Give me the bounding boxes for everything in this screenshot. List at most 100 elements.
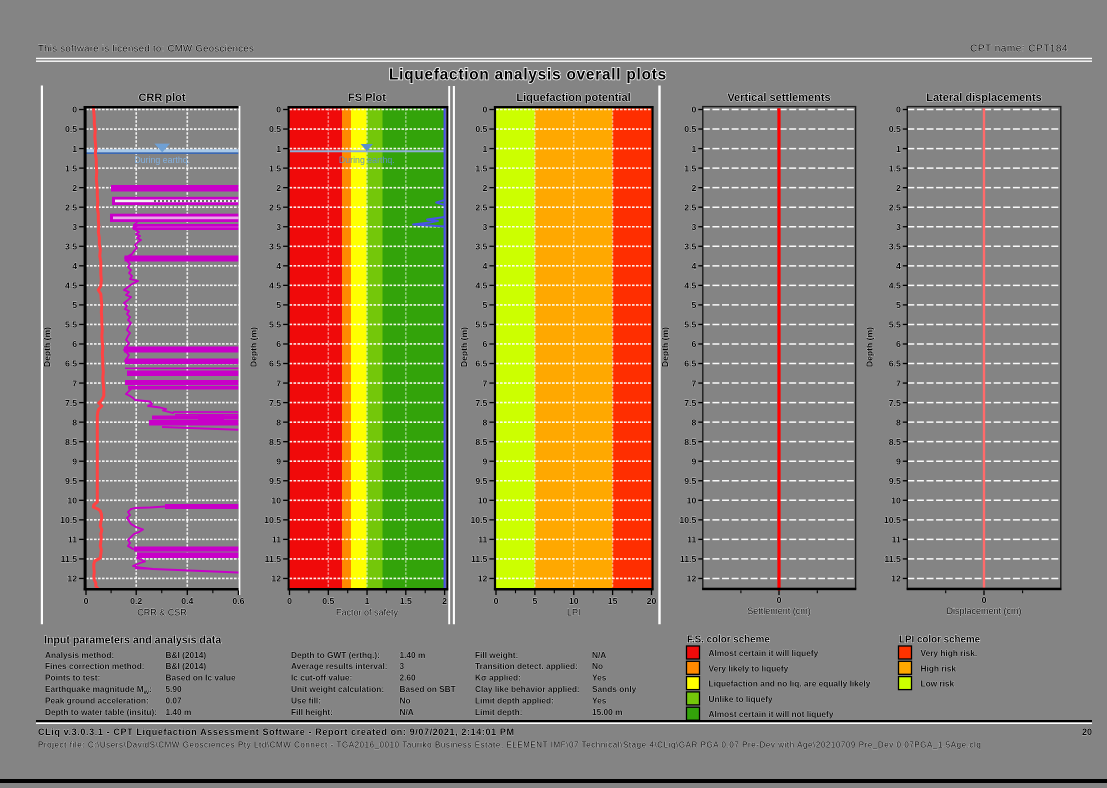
- svg-text:6: 6: [276, 339, 281, 349]
- svg-text:12: 12: [271, 574, 281, 584]
- svg-text:Settlement (cm): Settlement (cm): [747, 606, 811, 616]
- svg-text:2.60: 2.60: [400, 673, 417, 683]
- svg-text:8.5: 8.5: [889, 437, 901, 447]
- svg-text:6.5: 6.5: [684, 359, 696, 369]
- svg-text:Clay like behavior applied:: Clay like behavior applied:: [475, 684, 580, 694]
- svg-text:11: 11: [68, 535, 77, 545]
- svg-text:CRR & CSR: CRR & CSR: [137, 608, 187, 618]
- svg-text:0: 0: [84, 596, 89, 606]
- svg-text:1.5: 1.5: [684, 163, 696, 173]
- svg-text:1.5: 1.5: [889, 163, 901, 173]
- svg-text:Yes: Yes: [592, 673, 607, 683]
- svg-text:10: 10: [569, 596, 579, 606]
- svg-text:9.5: 9.5: [269, 476, 281, 486]
- svg-text:10: 10: [891, 496, 901, 506]
- svg-text:FS Plot: FS Plot: [348, 92, 386, 104]
- svg-text:6: 6: [896, 339, 901, 349]
- svg-text:7.5: 7.5: [65, 398, 77, 408]
- svg-text:4: 4: [483, 261, 488, 271]
- svg-text:8: 8: [276, 417, 281, 427]
- svg-text:8: 8: [691, 417, 696, 427]
- svg-text:4.5: 4.5: [684, 281, 696, 291]
- svg-text:1.5: 1.5: [269, 163, 281, 173]
- svg-text:6: 6: [72, 339, 77, 349]
- svg-text:2: 2: [276, 183, 281, 193]
- svg-text:10: 10: [687, 496, 697, 506]
- svg-text:N/A: N/A: [592, 650, 606, 660]
- svg-text:8: 8: [483, 417, 488, 427]
- svg-text:0: 0: [777, 595, 782, 605]
- svg-text:Depth to water table (insitu):: Depth to water table (insitu):: [45, 707, 157, 717]
- svg-text:3.5: 3.5: [684, 241, 696, 251]
- svg-text:7.5: 7.5: [684, 398, 696, 408]
- svg-text:9: 9: [691, 456, 696, 466]
- svg-text:Factor of safety: Factor of safety: [336, 608, 399, 618]
- svg-text:Almost certain it will liquefy: Almost certain it will liquefy: [709, 648, 819, 658]
- svg-text:F.S. color scheme: F.S. color scheme: [687, 635, 770, 646]
- svg-text:7: 7: [896, 378, 901, 388]
- svg-text:0: 0: [691, 105, 696, 115]
- svg-text:0: 0: [483, 105, 488, 115]
- svg-text:20: 20: [1082, 727, 1092, 737]
- svg-text:0.2: 0.2: [130, 596, 142, 606]
- svg-text:Low risk: Low risk: [921, 679, 955, 689]
- svg-text:1: 1: [896, 144, 901, 154]
- svg-text:0.5: 0.5: [889, 124, 901, 134]
- svg-text:6.5: 6.5: [269, 359, 281, 369]
- svg-text:3.5: 3.5: [65, 241, 77, 251]
- svg-text:0.5: 0.5: [65, 124, 77, 134]
- svg-text:11: 11: [478, 535, 487, 545]
- svg-text:11.5: 11.5: [471, 554, 488, 564]
- svg-text:10: 10: [67, 496, 77, 506]
- svg-text:4: 4: [691, 261, 696, 271]
- svg-text:Based on Ic value: Based on Ic value: [166, 673, 236, 683]
- svg-text:0: 0: [72, 105, 77, 115]
- svg-text:3: 3: [400, 661, 405, 671]
- svg-text:0.4: 0.4: [181, 596, 193, 606]
- svg-text:0: 0: [276, 105, 281, 115]
- svg-text:LPI: LPI: [567, 608, 581, 618]
- svg-text:Depth (m): Depth (m): [42, 327, 52, 367]
- svg-text:2: 2: [896, 183, 901, 193]
- svg-text:2.5: 2.5: [889, 202, 901, 212]
- svg-text:2: 2: [442, 596, 447, 606]
- svg-text:Displacement (cm): Displacement (cm): [946, 606, 1021, 616]
- svg-text:Almost certain it will not liq: Almost certain it will not liquefy: [709, 709, 834, 719]
- svg-text:10.5: 10.5: [679, 515, 696, 525]
- svg-text:4: 4: [276, 261, 281, 271]
- svg-text:1: 1: [365, 596, 370, 606]
- svg-text:6.5: 6.5: [475, 359, 487, 369]
- svg-text:B&I (2014): B&I (2014): [166, 650, 207, 660]
- svg-text:0: 0: [494, 596, 499, 606]
- svg-text:4.5: 4.5: [475, 281, 487, 291]
- svg-text:Points to test:: Points to test:: [45, 673, 100, 683]
- svg-text:Limit depth:: Limit depth:: [475, 707, 522, 717]
- svg-text:11.5: 11.5: [265, 554, 282, 564]
- svg-text:9: 9: [483, 456, 488, 466]
- svg-text:1.5: 1.5: [400, 596, 412, 606]
- svg-text:10.5: 10.5: [470, 515, 487, 525]
- svg-text:9: 9: [72, 456, 77, 466]
- svg-text:2: 2: [483, 183, 488, 193]
- svg-text:1.5: 1.5: [65, 163, 77, 173]
- svg-text:Fill height:: Fill height:: [291, 707, 333, 717]
- svg-text:11: 11: [687, 535, 696, 545]
- svg-text:11: 11: [892, 535, 901, 545]
- svg-text:3.5: 3.5: [269, 241, 281, 251]
- svg-text:1: 1: [691, 144, 696, 154]
- svg-text:5: 5: [896, 300, 901, 310]
- svg-text:CPT name: CPT184: CPT name: CPT184: [970, 44, 1068, 55]
- svg-text:1: 1: [72, 144, 77, 154]
- svg-text:CRR plot: CRR plot: [138, 92, 185, 104]
- svg-text:1.5: 1.5: [475, 163, 487, 173]
- svg-text:6.5: 6.5: [889, 359, 901, 369]
- svg-text:Limit depth applied:: Limit depth applied:: [475, 695, 554, 705]
- svg-text:3: 3: [691, 222, 696, 232]
- svg-text:20: 20: [647, 596, 657, 606]
- svg-text:0: 0: [982, 595, 987, 605]
- svg-text:0.5: 0.5: [269, 124, 281, 134]
- svg-text:4.5: 4.5: [889, 281, 901, 291]
- svg-text:1.40 m: 1.40 m: [166, 707, 192, 717]
- svg-text:7.5: 7.5: [889, 398, 901, 408]
- svg-text:Yes: Yes: [592, 695, 607, 705]
